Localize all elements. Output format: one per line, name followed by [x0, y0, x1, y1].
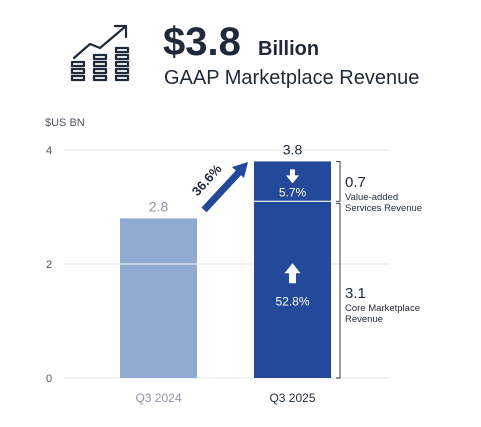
segment-growth-label: 5.7%	[279, 185, 307, 199]
y-tick-label: 4	[46, 145, 52, 157]
down-arrow-icon	[286, 169, 299, 184]
bars	[120, 161, 331, 378]
category-label: Q3 2024	[135, 391, 181, 405]
growth-chart-icon	[70, 24, 130, 82]
headline-unit: Billion	[258, 38, 319, 60]
growth-arrowhead-icon	[232, 162, 248, 178]
up-arrow-icon	[284, 263, 301, 284]
bar-labels: 2.8 Q3 2024 3.8 Q3 2025	[135, 141, 315, 405]
segment-value-label: 3.1	[345, 285, 366, 302]
bar-value-label: 2.8	[149, 198, 169, 214]
headline-subtitle: GAAP Marketplace Revenue	[164, 67, 419, 89]
y-tick-label: 2	[46, 259, 52, 271]
segment-value-label: 0.7	[345, 174, 366, 191]
y-tick-label: 0	[46, 373, 52, 385]
segment-name-label: Value-added	[345, 192, 398, 203]
y-tick-labels: 0 2 4	[46, 145, 52, 385]
bracket-core	[336, 202, 341, 379]
headline-value: $3.8	[163, 20, 241, 64]
growth-arrow-icon	[201, 166, 245, 213]
segment-name-label: Revenue	[345, 314, 383, 325]
bar-value-label: 3.8	[283, 141, 303, 157]
segment-name-label: Core Marketplace	[345, 303, 420, 314]
y-axis-label: $US BN	[45, 117, 85, 129]
segment-growth-label: 52.8%	[275, 294, 309, 308]
bar	[120, 218, 197, 378]
category-label: Q3 2025	[269, 391, 315, 405]
gridlines	[64, 149, 390, 379]
bracket-value-added	[336, 160, 341, 202]
segment-name-label: Services Revenue	[345, 203, 422, 214]
